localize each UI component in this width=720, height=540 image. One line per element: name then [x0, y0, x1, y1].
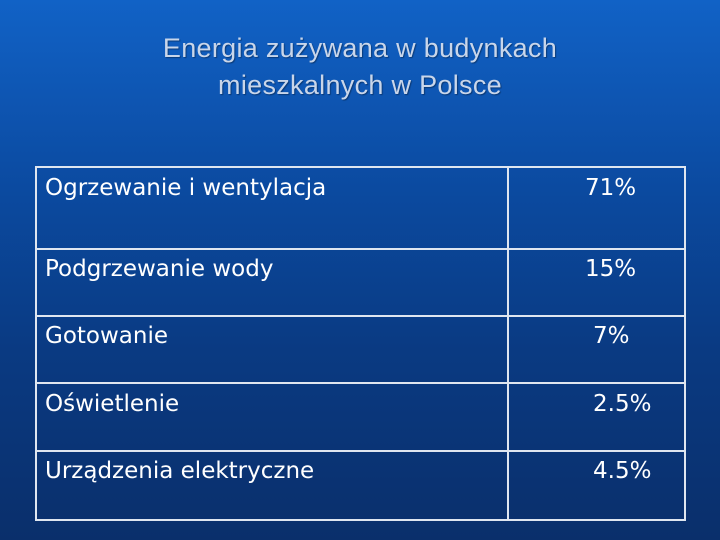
table-row-value: 7% [593, 323, 630, 349]
row-divider [37, 248, 684, 250]
table-row-value: 4.5% [593, 458, 652, 484]
title-line-2: mieszkalnych w Polsce [218, 70, 502, 100]
table-row-label: Oświetlenie [45, 391, 180, 417]
row-divider [37, 382, 684, 384]
table-row-label: Urządzenia elektryczne [45, 458, 315, 484]
table-row-label: Ogrzewanie i wentylacja [45, 175, 327, 201]
table-row-value: 15% [585, 256, 637, 282]
energy-table: Ogrzewanie i wentylacja 71% Podgrzewanie… [35, 166, 686, 521]
title-line-1: Energia zużywana w budynkach [162, 33, 558, 63]
row-divider [37, 315, 684, 317]
row-divider [37, 450, 684, 452]
page-title: Energia zużywana w budynkach mieszkalnyc… [0, 30, 720, 104]
column-divider [507, 168, 509, 519]
table-row-label: Podgrzewanie wody [45, 256, 274, 282]
table-row-value: 71% [585, 175, 637, 201]
table-row-label: Gotowanie [45, 323, 169, 349]
table-row-value: 2.5% [593, 391, 652, 417]
